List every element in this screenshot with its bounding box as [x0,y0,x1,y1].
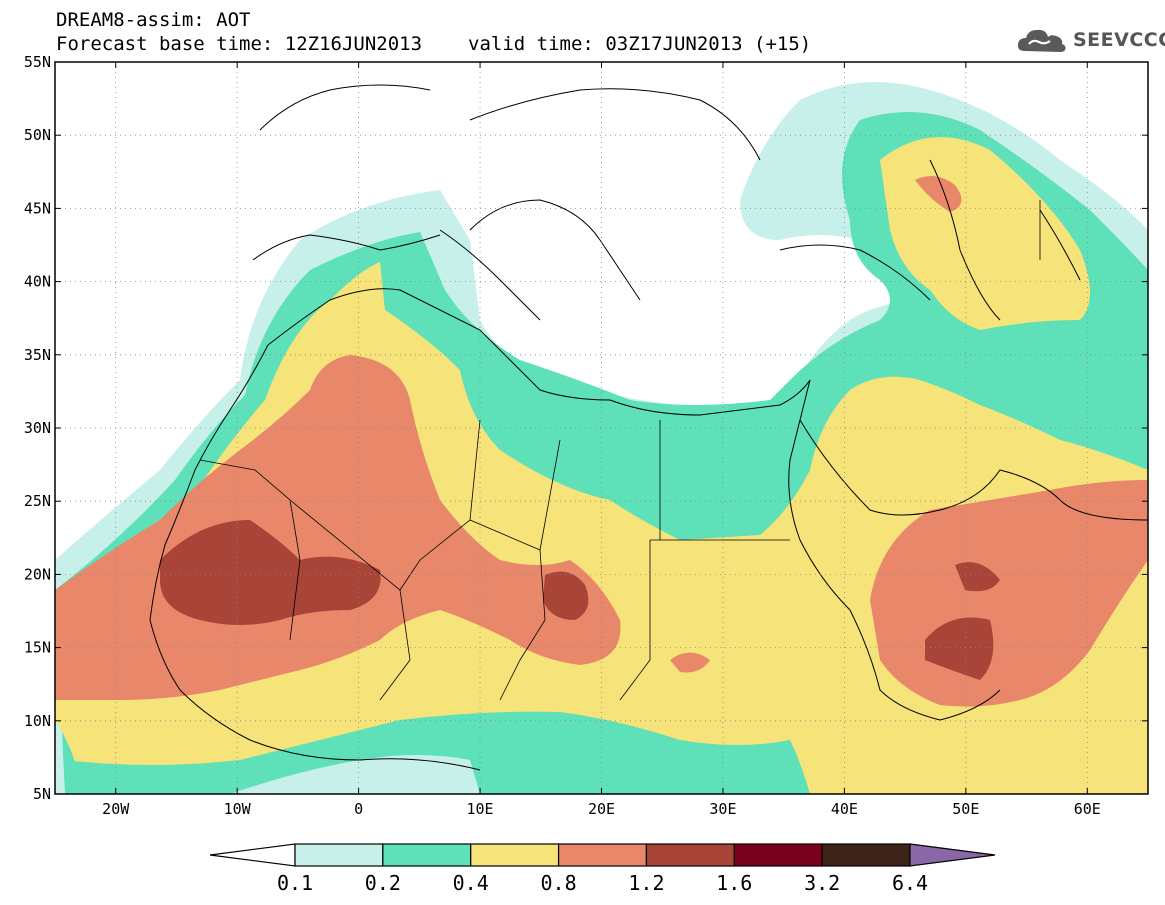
lon-tick-label: 20E [588,800,615,818]
lon-tick-label: 30E [709,800,736,818]
colorbar-label: 0.1 [277,871,313,895]
colorbar-segment [470,843,560,867]
axis-ticks [55,61,1148,795]
lat-tick-label: 15N [24,639,51,657]
colorbar-segment [294,843,384,867]
lat-tick-label: 20N [24,565,51,583]
lat-tick-label: 40N [24,273,51,291]
chart-title: DREAM8-assim: AOT [56,9,251,31]
base-time: Forecast base time: 12Z16JUN2013 [56,33,423,55]
colorbar-segment [733,843,823,867]
lat-tick-label: 55N [24,53,51,71]
country-borders [199,200,1041,701]
colorbar-label: 3.2 [804,871,840,895]
colorbar-label: 1.6 [716,871,752,895]
lat-tick-label: 10N [24,712,51,730]
colorbar-label: 0.2 [365,871,401,895]
lat-tick-label: 35N [24,346,51,364]
lon-tick-label: 50E [952,800,979,818]
lon-tick-label: 40E [831,800,858,818]
colorbar-segment [557,843,648,867]
lon-tick-label: 20W [102,800,130,818]
forecast-time-line: Forecast base time: 12Z16JUN2013 valid ti… [56,33,811,55]
colorbar-segment [821,843,911,867]
colorbar-label: 0.8 [541,871,577,895]
lon-tick-label: 60E [1074,800,1101,818]
lon-tick-label: 10E [467,800,494,818]
lon-tick-label: 0 [354,800,363,818]
aot-band-0-2-south [65,711,810,794]
lat-tick-label: 45N [24,199,51,217]
lat-tick-label: 5N [33,785,51,803]
colorbar-segment [382,843,472,867]
colorbar-label: 0.4 [453,871,489,895]
colorbar: 0.1 0.2 0.4 0.8 1.2 1.6 3.2 6.4 [209,843,996,895]
lat-tick-label: 25N [24,492,51,510]
colorbar-label: 6.4 [892,871,928,895]
lat-tick-label: 50N [24,126,51,144]
colorbar-high-arrow [909,843,996,867]
cloud-icon [1017,29,1066,52]
valid-time: valid time: 03Z17JUN2013 (+15) [468,33,812,55]
colorbar-label: 1.2 [628,871,664,895]
latitude-labels: 55N 50N 45N 40N 35N 30N 25N 20N 15N 10N 5N [24,53,51,803]
colorbar-low-arrow [209,843,296,867]
longitude-labels: 20W 10W 0 10E 20E 30E 40E 50E 60E [102,800,1101,818]
aot-band-1-2 [160,520,1000,680]
lon-tick-label: 10W [224,800,252,818]
graticule [55,62,1148,794]
aot-band-0-1-south [230,755,480,794]
seevccc-logo: SEEVCCC [1015,24,1165,56]
coastlines [149,84,1148,771]
lat-tick-label: 30N [24,419,51,437]
colorbar-segment [645,843,735,867]
logo-text: SEEVCCC [1073,29,1165,51]
